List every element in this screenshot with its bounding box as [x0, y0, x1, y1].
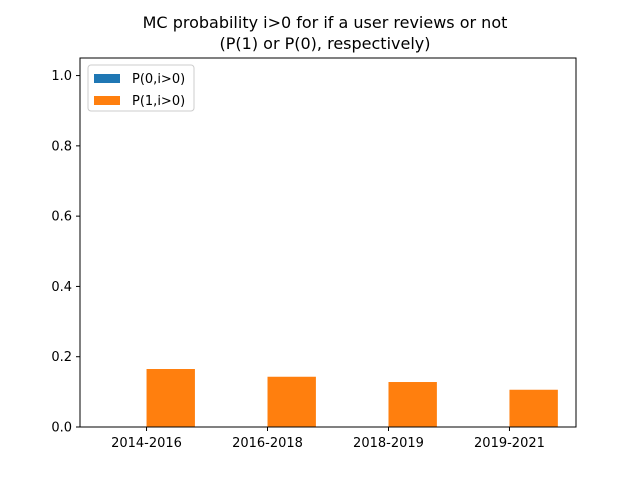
legend: P(0,i>0) P(1,i>0)	[87, 64, 195, 112]
y-tick-label: 0.8	[51, 139, 72, 154]
x-tick-label: 2019-2021	[474, 436, 545, 451]
x-tick-label: 2016-2018	[232, 436, 303, 451]
bar-p1-2018-2019	[388, 382, 437, 427]
legend-swatch	[94, 74, 120, 83]
y-tick-label: 0.4	[51, 280, 72, 295]
bar-p1-2016-2018	[267, 376, 316, 427]
legend-swatch	[94, 96, 120, 105]
chart-title: MC probability i>0 for if a user reviews…	[143, 13, 508, 32]
chart-subtitle: (P(1) or P(0), respectively)	[220, 34, 431, 53]
plot-frame	[79, 57, 577, 428]
x-tick-label: 2018-2019	[353, 436, 424, 451]
bar-p1-2014-2016	[146, 369, 195, 427]
axes-group: 0.0 0.2 0.4 0.6 0.8 1.0 2014-2016 2016-2018 2018…	[51, 57, 577, 451]
legend-label: P(1,i>0)	[132, 94, 185, 109]
y-tick-label: 0.0	[51, 421, 72, 436]
bars-group	[146, 369, 558, 427]
x-tick-label: 2014-2016	[111, 436, 182, 451]
y-tick-label: 0.2	[51, 350, 72, 365]
bar-p1-2019-2021	[509, 389, 558, 427]
y-tick-label: 1.0	[51, 69, 72, 84]
legend-label: P(0,i>0)	[132, 72, 185, 87]
y-tick-label: 0.6	[51, 210, 72, 225]
